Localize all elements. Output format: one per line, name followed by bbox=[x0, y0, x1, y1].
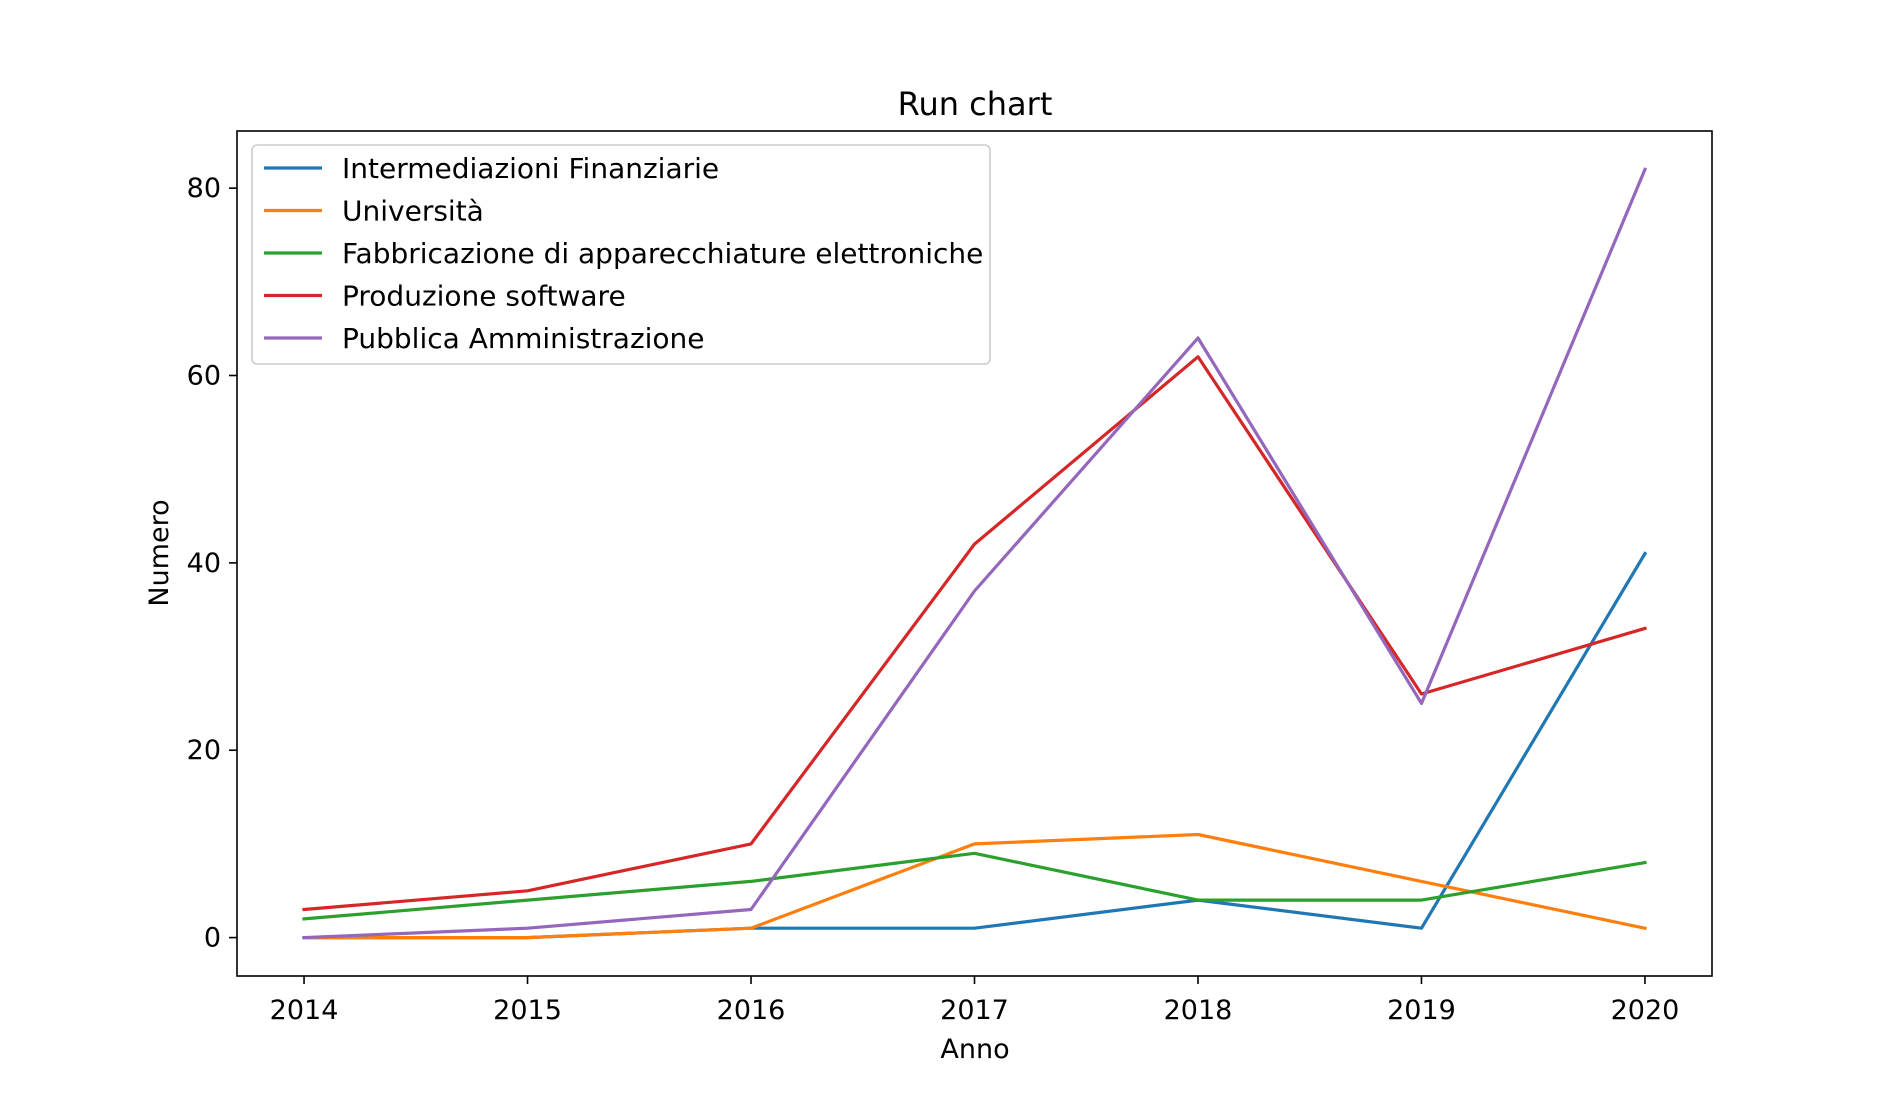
chart-title: Run chart bbox=[898, 85, 1053, 123]
y-axis-label: Numero bbox=[144, 499, 175, 606]
x-tick-label: 2020 bbox=[1611, 995, 1680, 1026]
x-tick-label: 2014 bbox=[270, 995, 339, 1026]
y-tick-label: 40 bbox=[187, 548, 221, 579]
legend-label-3: Produzione software bbox=[342, 280, 626, 313]
series-line-4 bbox=[302, 167, 1648, 940]
x-axis-ticks: 2014 2015 2016 2017 2018 2019 2020 bbox=[270, 976, 1680, 1026]
legend-label-1: Università bbox=[342, 195, 484, 228]
legend-label-2: Fabbricazione di apparecchiature elettro… bbox=[342, 237, 983, 270]
series-line-1 bbox=[302, 832, 1647, 940]
y-tick-label: 80 bbox=[187, 173, 221, 204]
y-axis-ticks: 0 20 40 60 80 bbox=[187, 173, 237, 954]
series-line-3 bbox=[302, 355, 1647, 912]
x-axis-label: Anno bbox=[940, 1034, 1009, 1065]
y-tick-label: 20 bbox=[187, 735, 221, 766]
legend: Intermediazioni Finanziarie Università Fab… bbox=[251, 144, 991, 365]
legend-label-0: Intermediazioni Finanziarie bbox=[342, 152, 719, 185]
series-line-0 bbox=[302, 551, 1648, 940]
series-lines bbox=[302, 167, 1648, 940]
legend-box bbox=[251, 144, 991, 365]
x-tick-label: 2017 bbox=[940, 995, 1009, 1026]
x-tick-label: 2015 bbox=[493, 995, 562, 1026]
y-tick-label: 60 bbox=[187, 361, 221, 392]
x-tick-label: 2016 bbox=[717, 995, 786, 1026]
series-line-2 bbox=[302, 851, 1647, 921]
x-tick-label: 2018 bbox=[1164, 995, 1233, 1026]
x-tick-label: 2019 bbox=[1387, 995, 1456, 1026]
legend-label-4: Pubblica Amministrazione bbox=[342, 322, 705, 355]
legend-items: Intermediazioni Finanziarie Università Fab… bbox=[264, 152, 983, 355]
y-tick-label: 0 bbox=[204, 923, 221, 954]
